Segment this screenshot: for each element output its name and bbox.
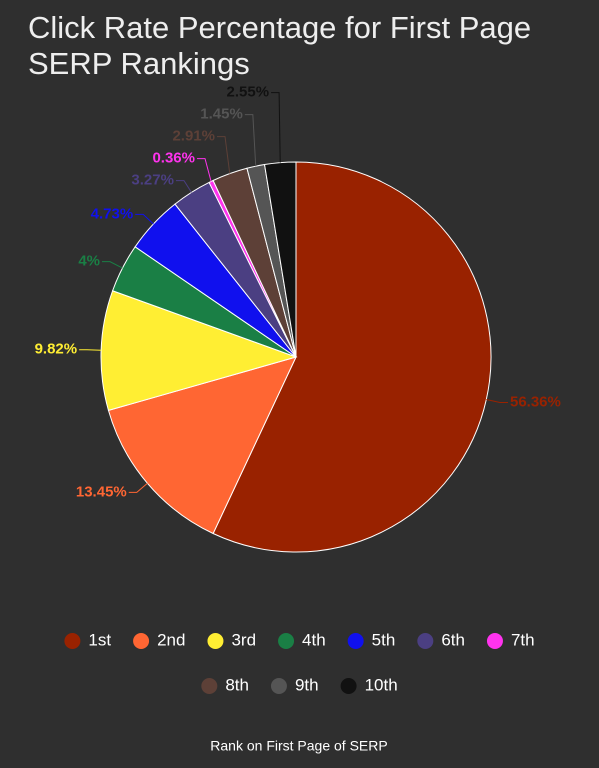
- data-label: 1.45%: [200, 106, 243, 123]
- legend-label: 4th: [302, 630, 326, 649]
- data-label: 3.27%: [131, 172, 174, 189]
- leader-line: [486, 398, 508, 404]
- legend-row: 1st 2nd 3rd 4th 5th 6th 7th: [64, 630, 535, 649]
- leader-line: [135, 213, 154, 225]
- legend-title: Rank on First Page of SERP: [210, 738, 387, 754]
- legend-label: 1st: [88, 630, 111, 649]
- leader-line: [128, 482, 148, 493]
- legend-label: 9th: [295, 675, 319, 694]
- data-label: 9.82%: [35, 341, 78, 358]
- pie-slice: [212, 161, 492, 553]
- legend-label: 10th: [365, 675, 398, 694]
- legend-swatch: [201, 678, 218, 694]
- legend-swatch: [64, 633, 81, 649]
- legend-label: 3rd: [231, 630, 256, 649]
- legend-row: 8th 9th 10th: [201, 675, 398, 694]
- leader-line: [244, 114, 257, 167]
- legend-swatch: [207, 633, 224, 649]
- leader-line: [217, 136, 231, 174]
- leader-line: [271, 92, 281, 163]
- leader-line: [102, 261, 123, 269]
- pie-slice: [107, 356, 297, 535]
- data-label: 13.45%: [76, 483, 127, 500]
- pie-slice: [100, 290, 298, 412]
- leader-line: [197, 158, 212, 182]
- legend-swatch: [270, 678, 287, 694]
- data-label: 4%: [78, 253, 100, 270]
- legend-label: 2nd: [157, 630, 185, 649]
- leader-line: [175, 180, 192, 193]
- data-label: 2.55%: [227, 84, 270, 101]
- legend-swatch: [486, 633, 503, 649]
- chart-title: Click Rate Percentage for First Page SER…: [28, 10, 532, 81]
- legend-swatch: [347, 633, 364, 649]
- data-label: 4.73%: [91, 205, 134, 222]
- legend-swatch: [133, 633, 150, 649]
- legend-label: 8th: [225, 675, 249, 694]
- legend-swatch: [340, 678, 357, 694]
- legend-swatch: [278, 633, 295, 649]
- legend-label: 6th: [441, 630, 465, 649]
- legend-label: 5th: [372, 630, 396, 649]
- legend-label: 7th: [511, 630, 535, 649]
- legend-swatch: [417, 633, 434, 649]
- data-label: 2.91%: [172, 128, 215, 145]
- data-label: 0.36%: [152, 150, 195, 167]
- data-label: 56.36%: [510, 393, 561, 410]
